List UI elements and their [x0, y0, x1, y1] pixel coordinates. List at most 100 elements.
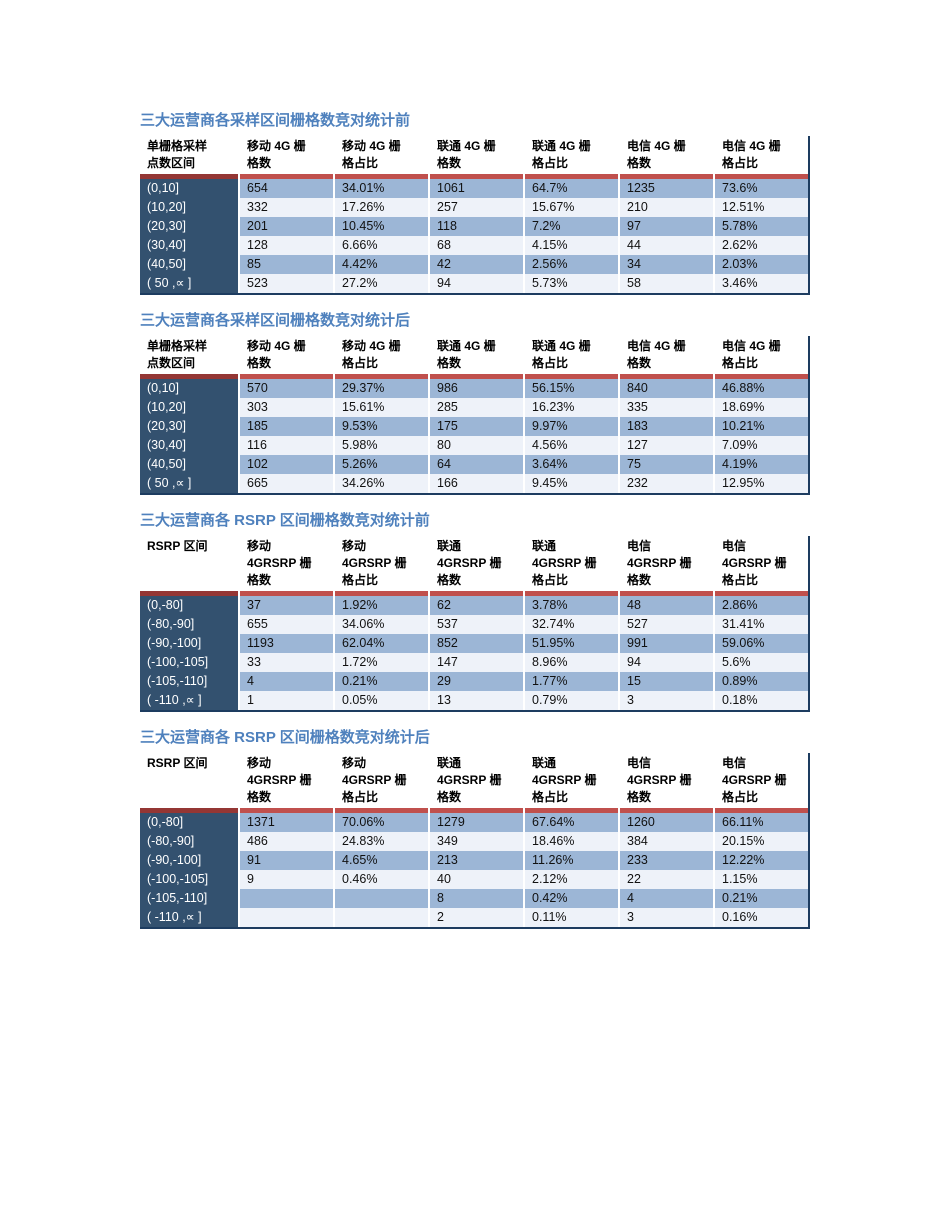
data-cell: 0.42%: [523, 889, 618, 908]
table-row: (30,40] 116 5.98% 80 4.56% 127 7.09%: [140, 436, 808, 455]
data-cell: 37: [238, 596, 333, 615]
column-header: 移动 4G 栅 格数: [238, 136, 333, 174]
data-cell: 80: [428, 436, 523, 455]
header-row: 单栅格采样 点数区间 移动 4G 栅 格数 移动 4G 栅 格占比 联通 4G 栅 格…: [140, 136, 808, 174]
row-label-cell: (-105,-110]: [140, 672, 238, 691]
row-label-cell: ( 50 ,∝ ]: [140, 274, 238, 293]
column-header: 电信 4G 栅 格占比: [713, 136, 808, 174]
table-row: (20,30] 201 10.45% 118 7.2% 97 5.78%: [140, 217, 808, 236]
data-cell: 24.83%: [333, 832, 428, 851]
data-cell: 10.21%: [713, 417, 808, 436]
data-cell: 185: [238, 417, 333, 436]
table-head: 单栅格采样 点数区间 移动 4G 栅 格数 移动 4G 栅 格占比 联通 4G 栅 格…: [140, 336, 808, 379]
data-cell: 127: [618, 436, 713, 455]
row-label-cell: (40,50]: [140, 255, 238, 274]
data-cell: 303: [238, 398, 333, 417]
data-cell: 68: [428, 236, 523, 255]
table-head: RSRP 区间 移动 4GRSRP 栅 格数 移动 4GRSRP 栅 格占比 联通 4…: [140, 753, 808, 813]
accent-bar-segment: [618, 174, 713, 179]
column-header: 电信 4G 栅 格数: [618, 136, 713, 174]
table-head: 单栅格采样 点数区间 移动 4G 栅 格数 移动 4G 栅 格占比 联通 4G 栅 格…: [140, 136, 808, 179]
accent-bar-segment: [140, 174, 238, 179]
table-section: 三大运营商各采样区间栅格数竞对统计前 单栅格采样 点数区间 移动 4G 栅 格数 移动…: [140, 112, 810, 295]
data-cell: 4: [618, 889, 713, 908]
table-head: RSRP 区间 移动 4GRSRP 栅 格数 移动 4GRSRP 栅 格占比 联通 4…: [140, 536, 808, 596]
accent-bar-segment: [428, 808, 523, 813]
row-label-cell: ( 50 ,∝ ]: [140, 474, 238, 493]
data-cell: 1193: [238, 634, 333, 653]
data-cell: 3: [618, 908, 713, 927]
data-cell: 0.46%: [333, 870, 428, 889]
data-cell: 4.42%: [333, 255, 428, 274]
data-cell: 3.78%: [523, 596, 618, 615]
data-cell: 257: [428, 198, 523, 217]
row-label-cell: (30,40]: [140, 436, 238, 455]
data-cell: 15.67%: [523, 198, 618, 217]
header-row: 单栅格采样 点数区间 移动 4G 栅 格数 移动 4G 栅 格占比 联通 4G 栅 格…: [140, 336, 808, 374]
accent-bar-row: [140, 591, 808, 596]
data-cell: 852: [428, 634, 523, 653]
data-cell: 1.77%: [523, 672, 618, 691]
table-row: (-105,-110] 4 0.21% 29 1.77% 15 0.89%: [140, 672, 808, 691]
data-cell: 147: [428, 653, 523, 672]
data-cell: 118: [428, 217, 523, 236]
table-row: (0,-80] 37 1.92% 62 3.78% 48 2.86%: [140, 596, 808, 615]
data-cell: 64: [428, 455, 523, 474]
data-cell: 665: [238, 474, 333, 493]
data-cell: 12.95%: [713, 474, 808, 493]
data-cell: 4.65%: [333, 851, 428, 870]
data-cell: 1.15%: [713, 870, 808, 889]
data-cell: 232: [618, 474, 713, 493]
data-cell: 13: [428, 691, 523, 710]
data-cell: 51.95%: [523, 634, 618, 653]
accent-bar-segment: [140, 374, 238, 379]
table-row: (-90,-100] 1193 62.04% 852 51.95% 991 59.06%: [140, 634, 808, 653]
data-cell: 29: [428, 672, 523, 691]
data-cell: 523: [238, 274, 333, 293]
data-cell: 62: [428, 596, 523, 615]
data-cell: 67.64%: [523, 813, 618, 832]
data-cell: 4.19%: [713, 455, 808, 474]
column-header: RSRP 区间: [140, 536, 238, 591]
column-header: 移动 4GRSRP 栅 格数: [238, 536, 333, 591]
data-cell: 213: [428, 851, 523, 870]
data-cell: 42: [428, 255, 523, 274]
data-cell: 40: [428, 870, 523, 889]
row-label-cell: (0,-80]: [140, 596, 238, 615]
table-title: 三大运营商各 RSRP 区间栅格数竞对统计后: [140, 729, 430, 746]
column-header: 单栅格采样 点数区间: [140, 136, 238, 174]
table-title: 三大运营商各 RSRP 区间栅格数竞对统计前: [140, 512, 430, 529]
data-cell: 0.79%: [523, 691, 618, 710]
data-cell: 1.92%: [333, 596, 428, 615]
data-cell: 183: [618, 417, 713, 436]
table-row: ( 50 ,∝ ] 665 34.26% 166 9.45% 232 12.95%: [140, 474, 808, 493]
table-row: (-80,-90] 486 24.83% 349 18.46% 384 20.15%: [140, 832, 808, 851]
data-cell: 94: [618, 653, 713, 672]
data-cell: 97: [618, 217, 713, 236]
accent-bar-row: [140, 174, 808, 179]
data-cell: 349: [428, 832, 523, 851]
row-label-cell: (-100,-105]: [140, 870, 238, 889]
accent-bar-segment: [713, 174, 808, 179]
data-cell: 34.26%: [333, 474, 428, 493]
data-cell: 527: [618, 615, 713, 634]
table-row: (-100,-105] 9 0.46% 40 2.12% 22 1.15%: [140, 870, 808, 889]
data-cell: 91: [238, 851, 333, 870]
data-cell: 59.06%: [713, 634, 808, 653]
data-cell: 116: [238, 436, 333, 455]
data-cell: 22: [618, 870, 713, 889]
header-row: RSRP 区间 移动 4GRSRP 栅 格数 移动 4GRSRP 栅 格占比 联通 4…: [140, 753, 808, 808]
data-cell: 7.09%: [713, 436, 808, 455]
row-label-cell: (-80,-90]: [140, 832, 238, 851]
data-cell: 56.15%: [523, 379, 618, 398]
data-cell: 16.23%: [523, 398, 618, 417]
data-cell: 12.51%: [713, 198, 808, 217]
table-row: (20,30] 185 9.53% 175 9.97% 183 10.21%: [140, 417, 808, 436]
data-cell: 5.98%: [333, 436, 428, 455]
data-cell: 1371: [238, 813, 333, 832]
data-cell: 2.62%: [713, 236, 808, 255]
column-header: 电信 4GRSRP 栅 格占比: [713, 753, 808, 808]
data-cell: 2.12%: [523, 870, 618, 889]
data-cell: 128: [238, 236, 333, 255]
row-label-cell: ( -110 ,∝ ]: [140, 908, 238, 927]
